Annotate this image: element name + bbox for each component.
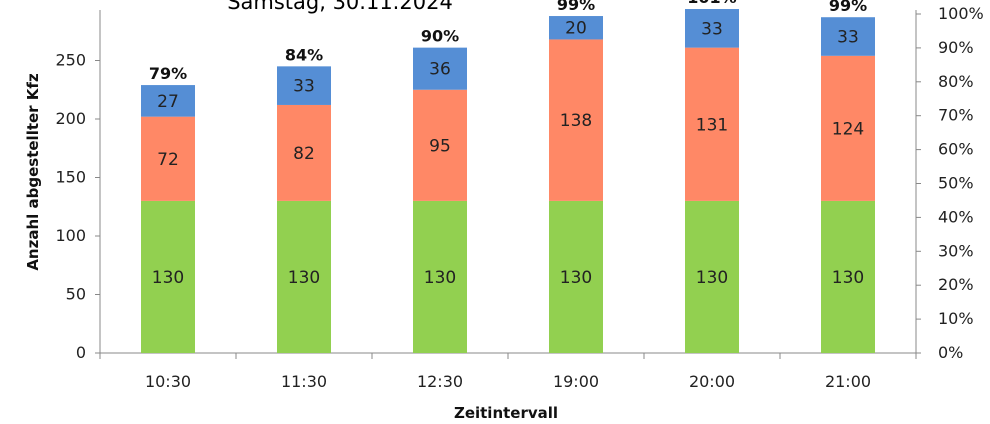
y2-tick-label: 100%	[938, 4, 984, 23]
y2-tick-label: 70%	[938, 106, 974, 125]
y2-tick-label: 0%	[938, 343, 963, 362]
data-label: 82	[293, 144, 315, 164]
x-tick-label: 21:00	[825, 372, 871, 391]
y2-tick-label: 10%	[938, 309, 974, 328]
bar-segment	[277, 104, 331, 201]
x-tick-label: 12:30	[417, 372, 463, 391]
bar-segment	[277, 200, 331, 353]
data-label: 33	[293, 77, 315, 97]
percent-label: 90%	[421, 27, 459, 46]
x-tick-label: 10:30	[145, 372, 191, 391]
bar-segment	[685, 200, 739, 353]
percent-label: 101%	[687, 0, 736, 7]
bar-segment	[685, 9, 739, 48]
bar-segment	[549, 200, 603, 353]
data-label: 72	[157, 150, 179, 170]
percent-label: 99%	[557, 0, 595, 14]
x-axis-title: Zeitintervall	[454, 404, 558, 422]
y-tick-label: 0	[76, 343, 86, 362]
y2-tick-label: 30%	[938, 241, 974, 260]
y-tick-label: 150	[55, 168, 86, 187]
percent-label: 84%	[285, 45, 323, 64]
y2-tick-label: 60%	[938, 140, 974, 159]
y-tick-label: 200	[55, 109, 86, 128]
data-label: 20	[565, 19, 587, 39]
bar-segment	[821, 55, 875, 201]
data-label: 138	[560, 111, 592, 131]
data-label: 130	[424, 268, 456, 288]
bar-segment	[549, 16, 603, 40]
data-label: 95	[429, 136, 451, 156]
y-tick-label: 250	[55, 51, 86, 70]
data-label: 130	[152, 268, 184, 288]
data-label: 130	[696, 268, 728, 288]
data-label: 33	[701, 19, 723, 39]
x-tick-label: 19:00	[553, 372, 599, 391]
y2-tick-label: 80%	[938, 72, 974, 91]
data-label: 124	[832, 119, 864, 139]
y2-tick-label: 50%	[938, 174, 974, 193]
y-axis-title: Anzahl abgestellter Kfz	[24, 73, 42, 271]
x-tick-label: 20:00	[689, 372, 735, 391]
y2-tick-label: 40%	[938, 207, 974, 226]
percent-label: 79%	[149, 64, 187, 83]
axes: 0 50 100 150 200 250 0% 10% 20% 30% 40% 50% 60% 70% 80…	[55, 4, 983, 391]
y2-tick-label: 20%	[938, 275, 974, 294]
bar-segment	[413, 200, 467, 353]
y2-tick-label: 90%	[938, 38, 974, 57]
bar-segment	[141, 85, 195, 117]
data-label: 36	[429, 60, 451, 80]
bar-segment	[277, 66, 331, 105]
y-tick-label: 100	[55, 226, 86, 245]
bar-segment	[549, 39, 603, 201]
data-label: 33	[837, 28, 859, 48]
percent-label: 99%	[829, 0, 867, 15]
data-label: 131	[696, 115, 728, 135]
y-tick-label: 50	[66, 285, 86, 304]
bar-segment	[413, 89, 467, 201]
bar-segment	[141, 116, 195, 201]
chart-title: Samstag, 30.11.2024	[227, 0, 453, 14]
data-label: 27	[157, 92, 179, 112]
bars	[141, 9, 875, 353]
bar-segment	[685, 47, 739, 201]
bar-segment	[821, 200, 875, 353]
bar-segment	[413, 47, 467, 90]
data-label: 130	[288, 268, 320, 288]
data-label: 130	[560, 268, 592, 288]
bar-segment	[141, 200, 195, 353]
bar-segment	[821, 17, 875, 56]
data-label: 130	[832, 268, 864, 288]
bar-labels: 130 72 27 79% 130 82 33 84% 130 95 36 90% 130 138 20 99…	[149, 0, 867, 288]
x-tick-label: 11:30	[281, 372, 327, 391]
